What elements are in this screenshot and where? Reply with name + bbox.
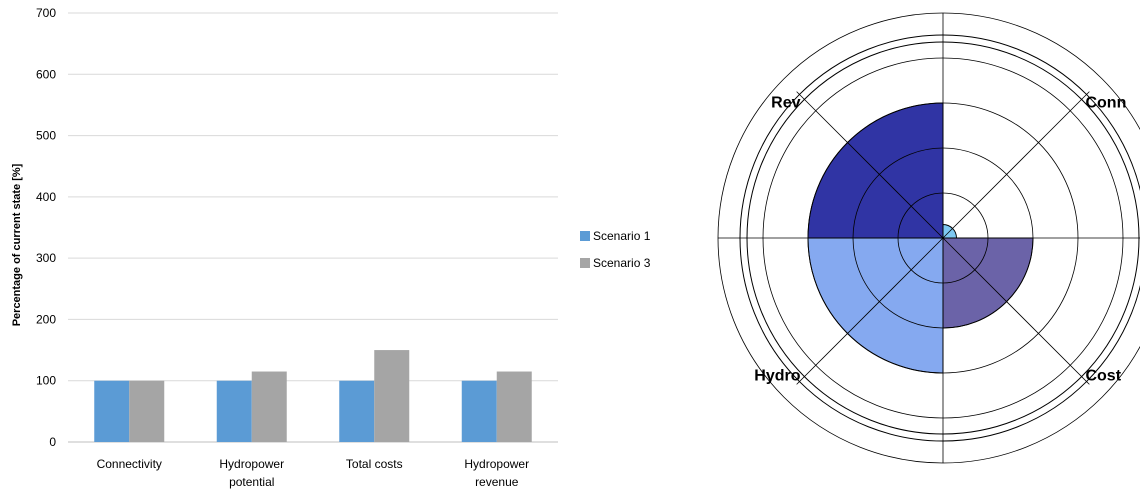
y-tick-label: 0	[49, 435, 56, 449]
axis-diagonal	[942, 237, 1090, 385]
category-label: Total costs	[346, 457, 403, 471]
sector-label-cost: Cost	[1085, 367, 1121, 384]
polar-grid-overlay	[717, 12, 1140, 464]
category-label: revenue	[475, 475, 519, 489]
bar-chart: 0 100 200 300 400 500 600 700 Connectivity Hydro…	[11, 6, 651, 489]
y-tick-label: 300	[36, 251, 56, 265]
y-tick-label: 400	[36, 190, 56, 204]
bar-y-axis-label: Percentage of current state [%]	[11, 163, 23, 326]
axis-diagonal	[942, 91, 1090, 239]
sector-label-rev: Rev	[771, 95, 800, 112]
bar-1-1	[94, 380, 130, 442]
bar-category-labels: Connectivity Hydropower potential Total cos…	[97, 457, 530, 489]
bar-2-4	[496, 371, 532, 442]
legend-swatch	[580, 258, 590, 268]
y-tick-label: 600	[36, 67, 56, 81]
category-label: Hydropower	[219, 457, 284, 471]
category-label: Hydropower	[464, 457, 529, 471]
y-tick-label: 100	[36, 374, 56, 388]
bar-gridlines	[68, 12, 558, 443]
y-tick-label: 700	[36, 6, 56, 20]
bar-1-4	[461, 380, 497, 442]
legend-swatch	[580, 231, 590, 241]
bar-2-1	[129, 380, 165, 442]
category-label: Connectivity	[97, 457, 162, 471]
y-tick-label: 200	[36, 312, 56, 326]
polar-chart: Conn Cost Hydro Rev	[717, 12, 1140, 464]
legend-entry: Scenario 3	[593, 256, 651, 270]
bar-2-2	[251, 371, 287, 442]
axis-diagonal	[796, 237, 944, 385]
bar-series-marks	[94, 350, 532, 442]
polar-sector-labels: Conn Cost Hydro Rev	[754, 95, 1126, 385]
legend-entry: Scenario 1	[593, 229, 651, 243]
bar-1-3	[339, 380, 375, 442]
bar-y-tick-labels: 0 100 200 300 400 500 600 700	[36, 6, 56, 449]
axis-diagonal	[796, 91, 944, 239]
y-tick-label: 500	[36, 129, 56, 143]
bar-legend: Scenario 1 Scenario 3	[580, 229, 651, 270]
category-label: potential	[229, 475, 274, 489]
sector-label-conn: Conn	[1085, 95, 1126, 112]
sector-label-hydro: Hydro	[754, 367, 800, 384]
bar-2-3	[374, 350, 410, 442]
bar-1-2	[216, 380, 252, 442]
